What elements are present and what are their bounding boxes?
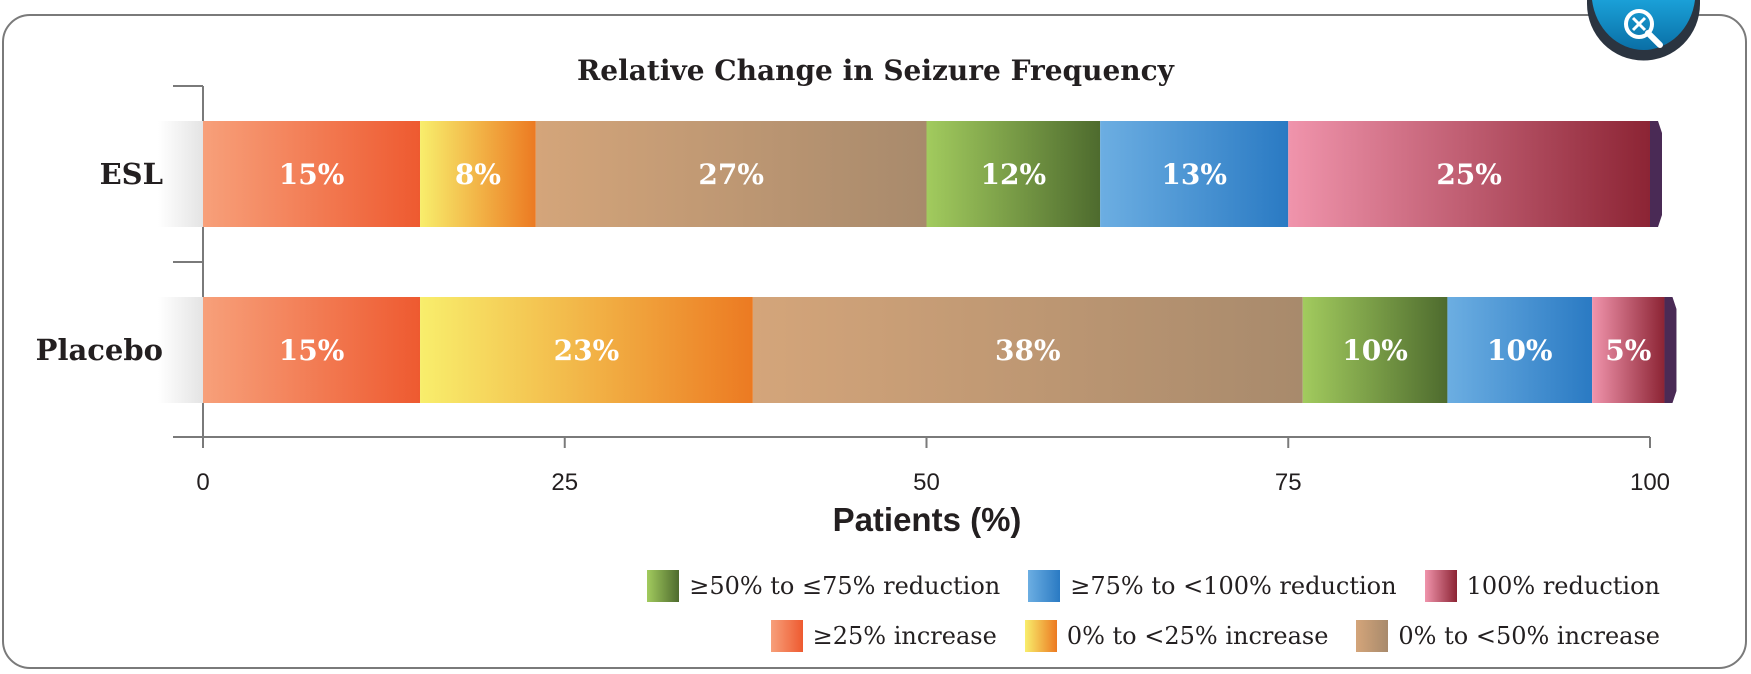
data-label: 15% [279, 334, 345, 367]
legend-label: ≥25% increase [812, 622, 997, 650]
bar-segment [535, 121, 927, 227]
legend-swatch [1024, 620, 1057, 652]
x-tick-label: 25 [551, 469, 578, 496]
bar-fade [158, 121, 203, 227]
stacked-bar-chart: 0 25 50 75 100 Patients (%) ESL 15% 8% 27% 12% 13% 2… [36, 85, 1677, 538]
magnify-zoom-icon [1624, 9, 1663, 48]
bar-segment [1302, 297, 1448, 403]
category-label: Placebo [36, 333, 163, 367]
legend-swatch [647, 570, 680, 602]
bar-segment [926, 121, 1101, 227]
data-label: 12% [981, 158, 1047, 191]
legend-swatch [1356, 620, 1389, 652]
bar-fade [158, 297, 203, 403]
bar-end-cap [1650, 121, 1662, 227]
category-label: ESL [100, 157, 163, 191]
x-tick-label: 75 [1275, 469, 1302, 496]
legend-row: ≥50% to ≤75% reduction ≥75% to <100% redu… [619, 570, 1660, 602]
legend-label: 100% reduction [1466, 572, 1660, 600]
data-label: 10% [1487, 334, 1553, 367]
bar-segment [420, 121, 536, 227]
data-label: 38% [995, 334, 1061, 367]
legend-swatch [1424, 570, 1457, 602]
legend-label: 0% to <50% increase [1398, 622, 1660, 650]
chart-title: Relative Change in Seizure Frequency [577, 54, 1174, 87]
data-label: 23% [554, 334, 620, 367]
zoom-button[interactable] [1587, 0, 1700, 64]
legend-row: ≥25% increase 0% to <25% increase 0% to <5… [743, 620, 1660, 652]
bar-segment [752, 297, 1303, 403]
x-axis-title: Patients (%) [833, 501, 1022, 538]
data-label: 8% [455, 158, 501, 191]
bar-segment [420, 297, 753, 403]
data-label: 5% [1605, 334, 1651, 367]
bar-segment [203, 297, 421, 403]
legend-item: ≥75% to <100% reduction [1028, 570, 1397, 602]
x-tick-label: 100 [1630, 469, 1670, 496]
x-tick-label: 0 [196, 469, 209, 496]
legend-item: ≥25% increase [770, 620, 997, 652]
data-label: 25% [1436, 158, 1502, 191]
bar-segment [1447, 297, 1593, 403]
legend-item: 100% reduction [1424, 570, 1660, 602]
legend-swatch [1028, 570, 1061, 602]
legend-label: ≥50% to ≤75% reduction [689, 572, 1001, 600]
data-label: 15% [279, 158, 345, 191]
bar-segment [203, 121, 421, 227]
legend-item: ≥50% to ≤75% reduction [647, 570, 1000, 602]
legend-item: 0% to <50% increase [1356, 620, 1660, 652]
legend-swatch [770, 620, 803, 652]
bar-segment [1100, 121, 1289, 227]
legend-item: 0% to <25% increase [1024, 620, 1329, 652]
x-tick-label: 50 [913, 469, 940, 496]
legend-label: ≥75% to <100% reduction [1070, 572, 1397, 600]
data-label: 27% [698, 158, 764, 191]
legend-label: 0% to <25% increase [1066, 622, 1329, 650]
bar-end-cap [1664, 297, 1677, 403]
bar-segment [1592, 297, 1665, 403]
data-label: 13% [1161, 158, 1227, 191]
data-label: 10% [1342, 334, 1408, 367]
bar-segment [1288, 121, 1650, 227]
